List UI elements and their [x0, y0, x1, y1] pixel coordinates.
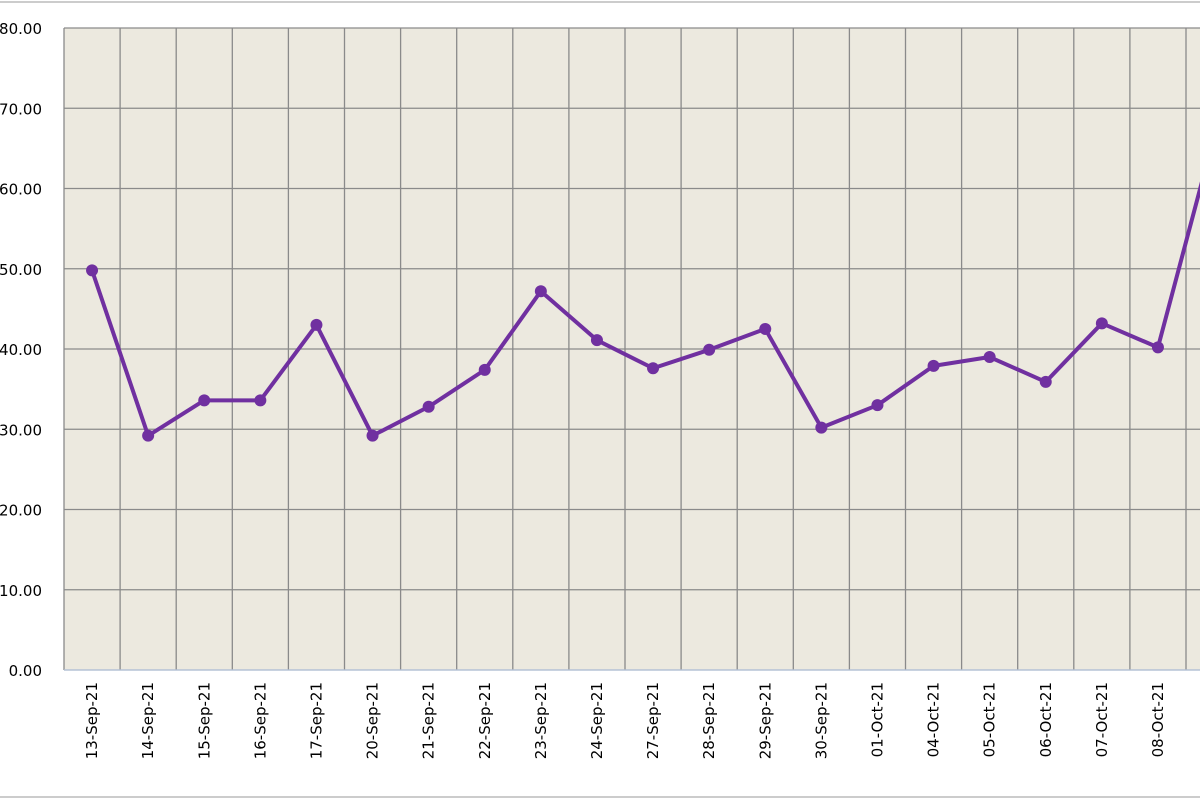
point	[1095, 317, 1108, 330]
point	[478, 363, 491, 376]
x-tick-label: 15-Sep-21	[195, 682, 213, 759]
x-tick-label: 24-Sep-21	[588, 682, 606, 759]
point	[983, 351, 996, 364]
x-tick-label: 04-Oct-21	[925, 682, 943, 757]
y-tick-label: 10.00	[0, 582, 42, 600]
point	[647, 362, 660, 375]
x-tick-label: 28-Sep-21	[700, 682, 718, 759]
y-tick-label: 0.00	[9, 662, 42, 680]
x-tick-label: 08-Oct-21	[1149, 682, 1167, 757]
x-tick-label: 29-Sep-21	[756, 682, 774, 759]
x-tick-label: 16-Sep-21	[251, 682, 269, 759]
x-tick-label: 01-Oct-21	[868, 682, 886, 757]
point	[422, 400, 435, 413]
point	[198, 394, 211, 407]
y-tick-label: 60.00	[0, 181, 42, 199]
point	[534, 285, 547, 298]
y-tick-label: 40.00	[0, 341, 42, 359]
point	[871, 399, 884, 412]
x-tick-label: 27-Sep-21	[644, 682, 662, 759]
x-tick-label: 14-Sep-21	[139, 682, 157, 759]
x-tick-label: 21-Sep-21	[420, 682, 438, 759]
point	[703, 343, 716, 356]
x-tick-label: 13-Sep-21	[83, 682, 101, 759]
point	[815, 421, 828, 434]
point	[310, 318, 323, 331]
x-tick-label: 05-Oct-21	[981, 682, 999, 757]
y-tick-label: 30.00	[0, 421, 42, 439]
x-tick-label: 23-Sep-21	[532, 682, 550, 759]
point	[86, 264, 99, 277]
point	[927, 359, 940, 372]
y-tick-label: 20.00	[0, 502, 42, 520]
y-tick-label: 80.00	[0, 20, 42, 38]
point	[1039, 375, 1052, 388]
x-tick-label: 07-Oct-21	[1093, 682, 1111, 757]
plot-area: 0.00 10.00 20.00 30.00 40.00 50.00 60.00 70.00 8…	[0, 20, 1200, 759]
x-tick-label: 17-Sep-21	[307, 682, 325, 759]
point	[254, 394, 267, 407]
point	[142, 429, 155, 442]
point	[590, 334, 603, 347]
x-tick-label: 30-Sep-21	[812, 682, 830, 759]
point	[1151, 341, 1164, 354]
point	[759, 322, 772, 335]
point	[366, 429, 379, 442]
y-tick-label: 70.00	[0, 100, 42, 118]
x-tick-label: 06-Oct-21	[1037, 682, 1055, 757]
x-tick-label: 22-Sep-21	[476, 682, 494, 759]
x-tick-label: 20-Sep-21	[364, 682, 382, 759]
y-tick-label: 50.00	[0, 261, 42, 279]
